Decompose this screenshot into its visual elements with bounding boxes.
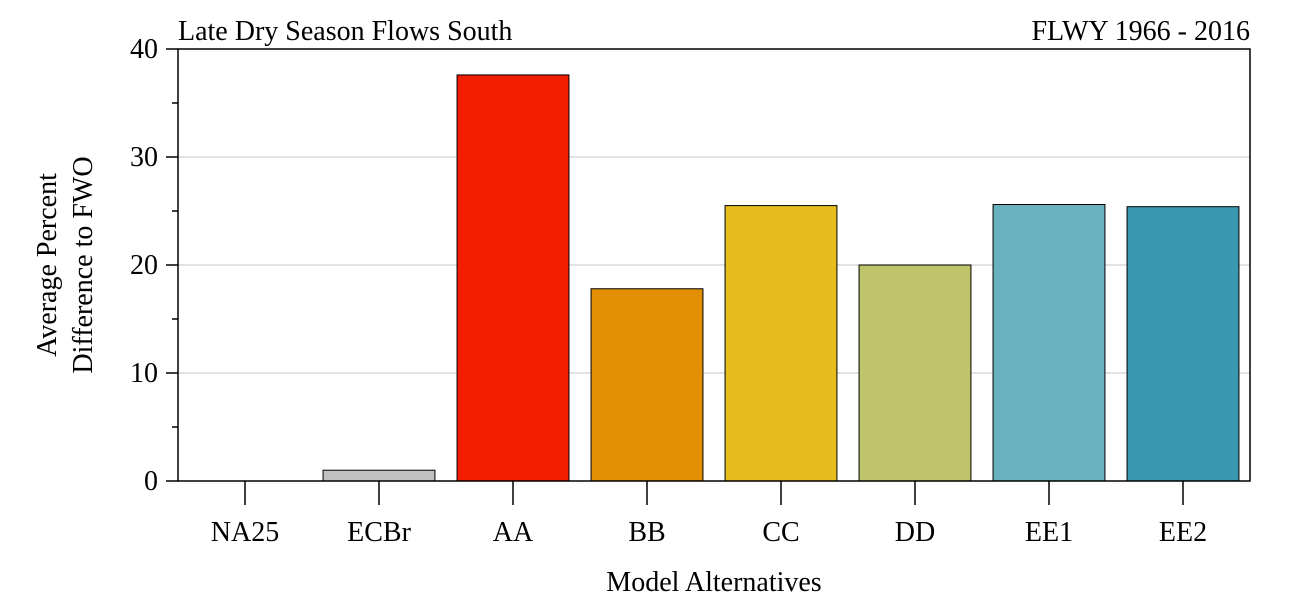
x-tick-label: NA25 [211, 517, 279, 548]
x-tick-label: ECBr [347, 517, 411, 548]
y-axis-label-line2: Difference to FWO [68, 156, 99, 373]
bar-dd [858, 264, 972, 482]
x-axis-label: Model Alternatives [606, 567, 821, 598]
y-tick-label: 0 [144, 466, 158, 497]
chart-subtitle: FLWY 1966 - 2016 [1031, 16, 1250, 47]
bars [322, 74, 1240, 482]
chart-title: Late Dry Season Flows South [178, 16, 512, 47]
y-tick-label: 10 [130, 358, 158, 389]
x-tick-label: CC [762, 517, 799, 548]
x-tick-label: BB [628, 517, 665, 548]
bar-aa [456, 74, 570, 482]
axis-ticks: 0 10 20 30 40 NA25 ECBr AA BB CC DD EE1 EE2 [130, 34, 1207, 548]
y-axis-label: Average Percent Difference to FWO [32, 156, 99, 373]
bar-bb [590, 288, 704, 482]
y-tick-label: 40 [130, 34, 158, 65]
bar-cc [724, 205, 838, 482]
bar-ecbr [322, 469, 436, 482]
bar-ee1 [992, 204, 1106, 482]
x-tick-label: EE2 [1159, 517, 1207, 548]
y-tick-label: 30 [130, 142, 158, 173]
y-tick-label: 20 [130, 250, 158, 281]
x-tick-label: DD [895, 517, 935, 548]
x-tick-label: AA [493, 517, 534, 548]
x-tick-label: EE1 [1025, 517, 1073, 548]
bar-ee2 [1126, 206, 1240, 482]
y-axis-label-line1: Average Percent [32, 173, 63, 357]
